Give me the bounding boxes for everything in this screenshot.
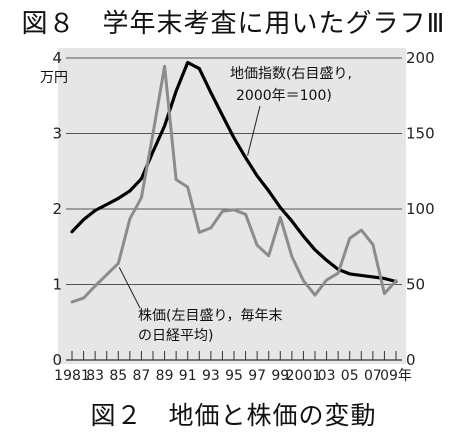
land-price-line bbox=[70, 60, 398, 284]
plot-background bbox=[58, 48, 406, 364]
axes bbox=[66, 351, 402, 361]
x-tick-label: 2001 bbox=[286, 368, 322, 384]
x-tick-label: 99 bbox=[271, 368, 289, 384]
x-tick-label: 89 bbox=[156, 368, 174, 384]
stock-price-line bbox=[70, 64, 398, 304]
left-axis-unit: 万円 bbox=[40, 70, 68, 86]
x-tick-label: 07 bbox=[364, 368, 382, 384]
left-tick-label: 2 bbox=[52, 200, 62, 218]
x-tick-label: 09年 bbox=[380, 368, 412, 384]
x-tick-label: 97 bbox=[248, 368, 266, 384]
right-tick-label: 150 bbox=[406, 125, 435, 143]
right-tick-label: 200 bbox=[406, 49, 435, 67]
stock-price-annotation-line-2: の日経平均) bbox=[138, 328, 213, 344]
left-tick-label: 4 bbox=[52, 49, 62, 67]
land-price-leader bbox=[247, 105, 261, 156]
right-tick-label: 0 bbox=[406, 351, 416, 369]
left-tick-label: 3 bbox=[52, 125, 62, 143]
x-tick-label: 87 bbox=[133, 368, 151, 384]
x-tick-label: 83 bbox=[86, 368, 104, 384]
left-tick-label: 0 bbox=[52, 351, 62, 369]
x-tick-label: 1981 bbox=[54, 368, 90, 384]
left-tick-label: 1 bbox=[52, 276, 62, 294]
bottom-caption: 図２ 地価と株価の変動 bbox=[90, 401, 377, 430]
x-tick-label: 05 bbox=[341, 368, 359, 384]
series-lines bbox=[70, 60, 398, 304]
x-tick-label: 95 bbox=[225, 368, 243, 384]
x-tick-label: 93 bbox=[202, 368, 220, 384]
right-tick-label: 50 bbox=[406, 276, 425, 294]
land-price-annotation-line-2: 2000年＝100) bbox=[236, 88, 332, 104]
x-tick-label: 03 bbox=[318, 368, 336, 384]
land-price-annotation-line-1: 地価指数(右目盛り, bbox=[230, 66, 352, 82]
stock-price-leader bbox=[118, 267, 141, 309]
top-caption: 図８ 学年末考査に用いたグラフⅢ bbox=[21, 9, 446, 39]
stock-price-annotation-line-1: 株価(左目盛り，毎年末 bbox=[138, 308, 282, 324]
x-tick-label: 91 bbox=[179, 368, 197, 384]
right-tick-label: 100 bbox=[406, 200, 435, 218]
x-tick-label: 85 bbox=[109, 368, 127, 384]
